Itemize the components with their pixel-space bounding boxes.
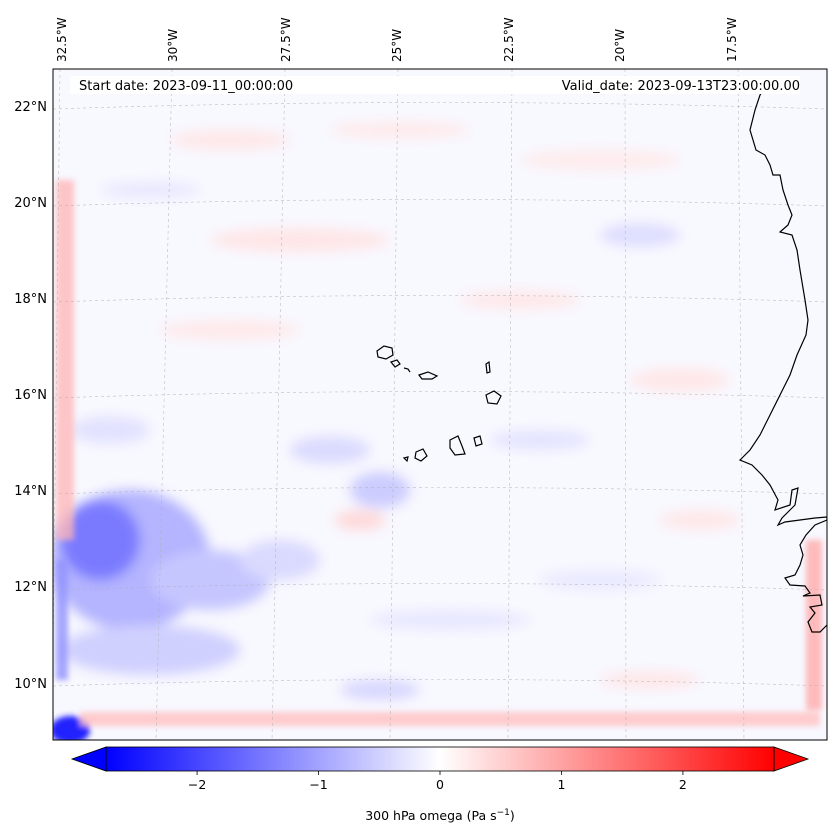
lon-label: 22.5°W — [502, 17, 516, 62]
start-date-label: Start date: 2023-09-11_00:00:00 — [79, 79, 293, 94]
lat-label: 14°N — [14, 484, 47, 499]
lat-label: 22°N — [14, 100, 47, 115]
colorbar-tick-label: −1 — [309, 777, 327, 792]
lon-label: 25°W — [390, 29, 404, 62]
colorbar-label: 300 hPa omega (Pa s−1) — [365, 808, 515, 823]
lon-label: 27.5°W — [279, 17, 293, 62]
lon-label: 17.5°W — [725, 17, 739, 62]
colorbar-ticks: −2 −1 0 1 2 — [188, 771, 687, 792]
omega-field — [53, 69, 827, 740]
lat-label: 16°N — [14, 388, 47, 403]
colorbar-extend-low — [70, 746, 107, 772]
latitude-labels: 22°N 20°N 18°N 16°N 14°N 12°N 10°N — [14, 100, 47, 692]
africa-coastline — [738, 79, 827, 633]
colorbar-tick-label: 2 — [679, 777, 687, 792]
lon-label: 32.5°W — [55, 17, 69, 62]
colorbar-tick-label: 0 — [436, 777, 444, 792]
lon-label: 30°W — [166, 29, 180, 62]
map-frame — [52, 68, 828, 741]
colorbar: −2 −1 0 1 2 300 hPa omega (Pa s−1) — [70, 746, 810, 823]
valid-date-label: Valid_date: 2023-09-13T23:00:00.00 — [562, 79, 800, 94]
lat-label: 12°N — [14, 580, 47, 595]
colorbar-extend-high — [773, 746, 810, 772]
longitude-labels: 32.5°W 30°W 27.5°W 25°W 22.5°W 20°W 17.5… — [55, 17, 739, 62]
colorbar-gradient — [106, 747, 774, 771]
lat-label: 10°N — [14, 677, 47, 692]
lon-label: 20°W — [613, 29, 627, 62]
colorbar-tick-label: 1 — [557, 777, 565, 792]
gridlines — [53, 69, 827, 740]
lat-label: 18°N — [14, 292, 47, 307]
cape-verde-islands — [376, 345, 502, 463]
colorbar-tick-label: −2 — [188, 777, 206, 792]
lat-label: 20°N — [14, 196, 47, 211]
